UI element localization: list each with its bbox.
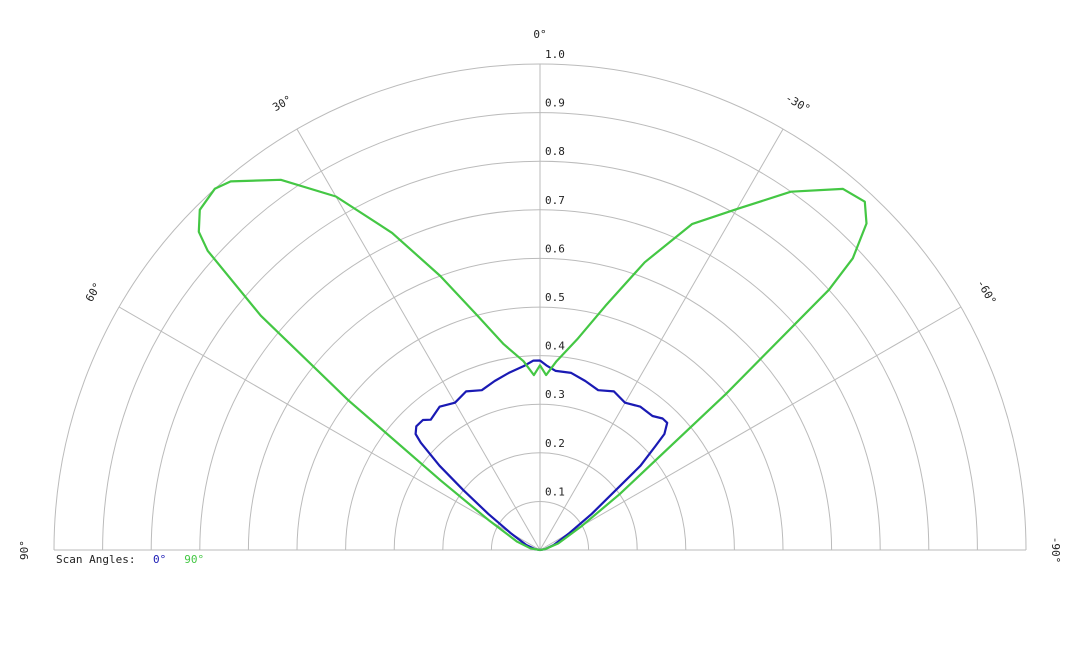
r-tick-label: 0.8 xyxy=(545,145,565,158)
legend-title: Scan Angles: xyxy=(56,553,135,566)
theta-tick-label: -60° xyxy=(974,278,999,307)
r-tick-label: 1.0 xyxy=(545,48,565,61)
r-tick-label: 0.7 xyxy=(545,194,565,207)
r-tick-label: 0.5 xyxy=(545,291,565,304)
plot-area xyxy=(197,178,868,552)
grid-spoke xyxy=(296,128,541,551)
theta-tick-label: 30° xyxy=(270,93,294,114)
series-line xyxy=(197,178,868,552)
series-line xyxy=(414,359,669,552)
r-tick-label: 0.9 xyxy=(545,97,565,110)
r-tick-label: 0.4 xyxy=(545,340,565,353)
grid-spoke xyxy=(539,306,962,551)
grid-spoke xyxy=(539,128,784,551)
r-tick-label: 0.1 xyxy=(545,485,565,498)
theta-tick-label: 0° xyxy=(533,28,546,41)
theta-tick-label: 90° xyxy=(18,540,31,560)
theta-tick-label: 60° xyxy=(83,280,104,304)
r-tick-label: 0.6 xyxy=(545,242,565,255)
grid: 0.1 0.2 0.3 0.4 0.5 0.6 0.7 0.8 0.9 1.0 90° 60° 30° 0… xyxy=(18,28,1062,563)
theta-tick-label: -90° xyxy=(1049,537,1062,564)
legend-entry: 90° xyxy=(184,553,204,566)
r-tick-label: 0.3 xyxy=(545,388,565,401)
legend-entry: 0° xyxy=(153,553,166,566)
theta-tick-label: -30° xyxy=(783,91,812,116)
r-tick-label: 0.2 xyxy=(545,437,565,450)
grid-spoke xyxy=(118,306,541,551)
